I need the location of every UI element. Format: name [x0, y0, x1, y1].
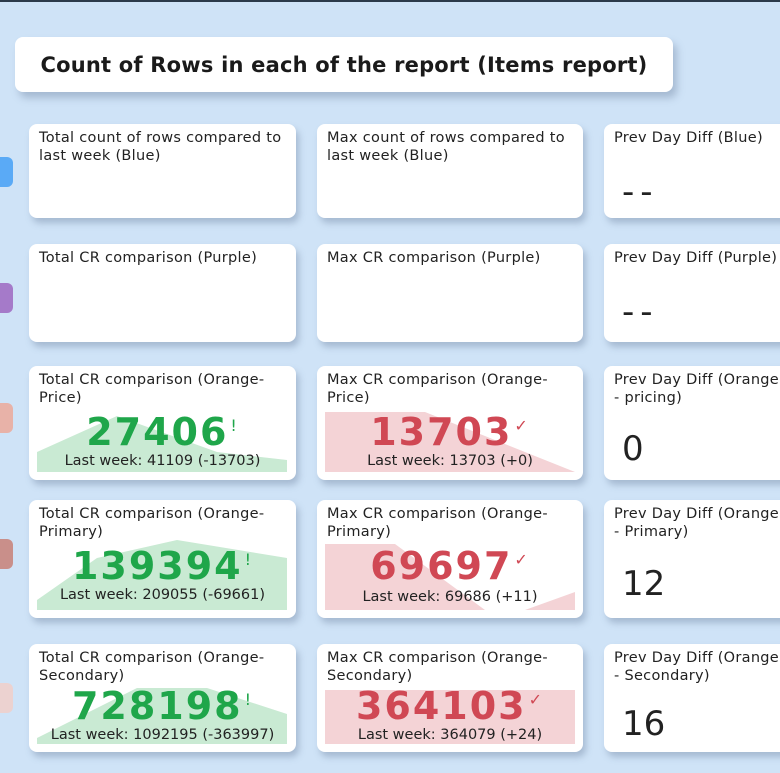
warning-icon: ! [244, 550, 254, 570]
max-value: 69697 ✓ [317, 544, 583, 588]
warning-icon: ! [244, 690, 254, 710]
diff-card-orange-price[interactable]: Prev Day Diff (Orange - pricing) 0 [604, 366, 780, 480]
diff-value: 0 [622, 429, 644, 469]
max-card-orange-secondary[interactable]: Max CR comparison (Orange-Secondary) 364… [317, 644, 583, 752]
last-week-text: Last week: 1092195 (-363997) [50, 727, 275, 743]
check-icon: ✓ [514, 550, 530, 570]
diff-value: -- [622, 172, 659, 212]
max-value-number: 364103 [355, 684, 527, 728]
card-title: Total CR comparison (Purple) [39, 250, 258, 266]
total-card-blue[interactable]: Total count of rows compared to last wee… [29, 124, 296, 218]
marker-orange-secondary [0, 683, 13, 713]
last-week-text: Last week: 41109 (-13703) [64, 453, 261, 469]
marker-blue [0, 157, 13, 187]
diff-value: 12 [622, 564, 666, 604]
card-title: Prev Day Diff (Blue) [614, 130, 763, 146]
card-title: Max CR comparison (Orange-Price) [327, 372, 548, 406]
card-title: Max CR comparison (Purple) [327, 250, 541, 266]
card-title: Prev Day Diff (Orange - pricing) [614, 372, 780, 406]
diff-value: 16 [622, 704, 666, 744]
max-value: 364103 ✓ [317, 684, 583, 728]
card-title: Total CR comparison (Orange-Secondary) [39, 650, 265, 684]
diff-card-blue[interactable]: Prev Day Diff (Blue) -- [604, 124, 780, 218]
card-title: Prev Day Diff (Orange - Secondary) [614, 650, 780, 684]
max-card-purple[interactable]: Max CR comparison (Purple) [317, 244, 583, 342]
warning-icon: ! [230, 416, 239, 436]
total-value-number: 27406 [86, 410, 229, 454]
card-title: Max CR comparison (Orange-Primary) [327, 506, 548, 540]
card-title: Total count of rows compared to last wee… [39, 130, 282, 164]
last-week-text: Last week: 209055 (-69661) [59, 587, 266, 603]
card-title: Max CR comparison (Orange-Secondary) [327, 650, 548, 684]
total-card-purple[interactable]: Total CR comparison (Purple) [29, 244, 296, 342]
total-sparkline [37, 540, 287, 610]
card-title: Prev Day Diff (Purple) [614, 250, 778, 266]
top-border [0, 0, 780, 2]
diff-card-orange-secondary[interactable]: Prev Day Diff (Orange - Secondary) 16 [604, 644, 780, 752]
card-title: Max count of rows compared to last week … [327, 130, 565, 164]
card-title: Total CR comparison (Orange-Primary) [39, 506, 265, 540]
last-week-text: Last week: 69686 (+11) [362, 589, 538, 605]
marker-purple [0, 283, 13, 313]
diff-value: -- [622, 292, 659, 332]
marker-orange-primary [0, 539, 13, 569]
card-title: Total CR comparison (Orange-Price) [39, 372, 265, 406]
dashboard-title-text: Count of Rows in each of the report (Ite… [40, 52, 648, 77]
check-icon: ✓ [514, 416, 530, 436]
total-value-number: 139394 [71, 544, 243, 588]
max-sparkline [325, 544, 575, 610]
total-sparkline [37, 688, 287, 744]
last-week-text: Last week: 364079 (+24) [357, 727, 543, 743]
max-value: 13703 ✓ [317, 410, 583, 454]
last-week-text: Last week: 13703 (+0) [367, 453, 533, 469]
total-card-orange-secondary[interactable]: Total CR comparison (Orange-Secondary) 7… [29, 644, 296, 752]
total-value: 27406! [29, 410, 296, 454]
max-card-orange-price[interactable]: Max CR comparison (Orange-Price) 13703 ✓ … [317, 366, 583, 480]
diff-card-orange-primary[interactable]: Prev Day Diff (Orange - Primary) 12 [604, 500, 780, 618]
total-value: 139394! [29, 544, 296, 588]
max-value-number: 69697 [370, 544, 513, 588]
max-value-number: 13703 [370, 410, 513, 454]
total-value: 728198! [29, 684, 296, 728]
total-value-number: 728198 [71, 684, 243, 728]
card-title: Prev Day Diff (Orange - Primary) [614, 506, 780, 540]
max-sparkline [325, 690, 575, 744]
total-sparkline [37, 416, 287, 472]
total-card-orange-price[interactable]: Total CR comparison (Orange-Price) 27406… [29, 366, 296, 480]
max-card-orange-primary[interactable]: Max CR comparison (Orange-Primary) 69697… [317, 500, 583, 618]
max-sparkline [325, 412, 575, 472]
dashboard-title: Count of Rows in each of the report (Ite… [15, 37, 673, 92]
max-card-blue[interactable]: Max count of rows compared to last week … [317, 124, 583, 218]
check-icon: ✓ [528, 690, 545, 710]
diff-card-purple[interactable]: Prev Day Diff (Purple) -- [604, 244, 780, 342]
marker-orange-price [0, 403, 13, 433]
total-card-orange-primary[interactable]: Total CR comparison (Orange-Primary) 139… [29, 500, 296, 618]
